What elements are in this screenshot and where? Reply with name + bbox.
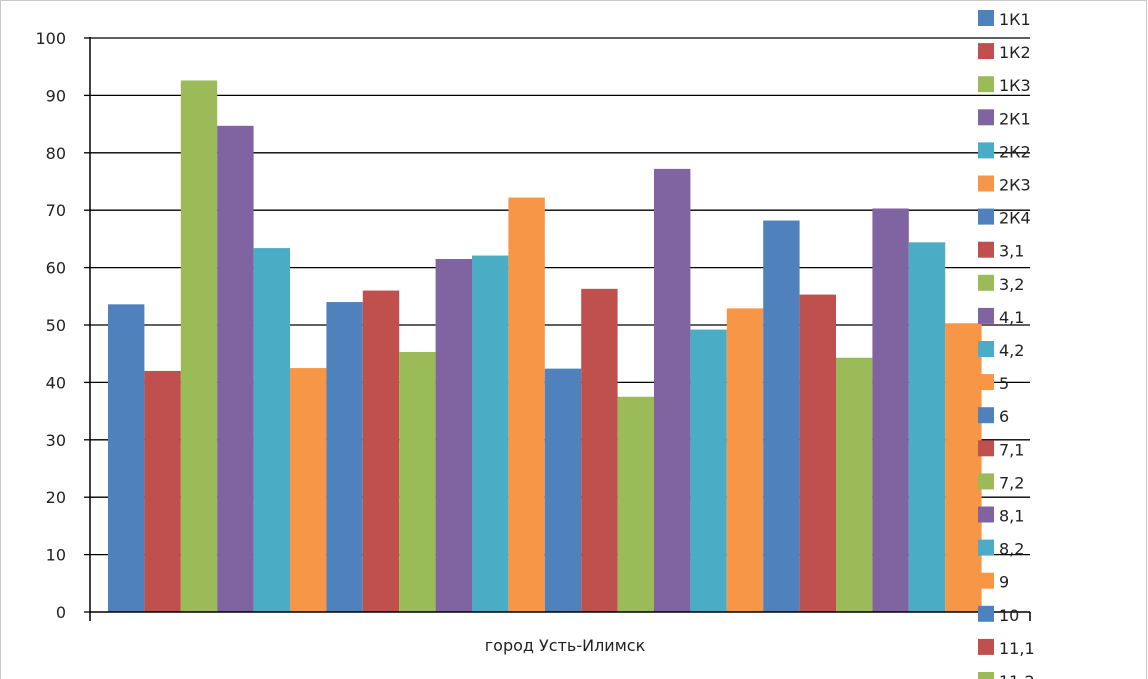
bar	[763, 220, 800, 613]
axes: 0 10 20 30 40 50 60 70 80 90 100 город Усть-Илимск	[35, 29, 1031, 655]
legend-swatch	[978, 473, 994, 490]
bar	[654, 168, 691, 612]
bar	[326, 302, 363, 612]
legend-label: 8,2	[999, 540, 1024, 559]
bar	[144, 370, 181, 612]
legend-swatch	[978, 440, 994, 457]
legend-label: 5	[999, 374, 1009, 393]
legend-label: 1К2	[999, 43, 1031, 62]
legend-swatch	[978, 109, 994, 126]
legend-swatch	[978, 274, 994, 291]
y-tick-label: 90	[46, 86, 66, 105]
legend-swatch	[978, 142, 994, 159]
y-tick-label: 70	[46, 201, 66, 220]
bar	[617, 396, 654, 612]
legend-swatch	[978, 241, 994, 258]
legend-swatch	[978, 10, 994, 26]
legend-label: 2К3	[999, 176, 1031, 195]
bar	[217, 125, 254, 613]
legend-label: 6	[999, 407, 1009, 426]
bar	[472, 255, 509, 612]
bar	[799, 294, 836, 612]
legend-swatch	[978, 307, 994, 324]
bar	[253, 248, 290, 613]
y-tick-label: 20	[46, 488, 66, 507]
bar	[581, 288, 618, 612]
legend-swatch	[978, 208, 994, 225]
legend-label: 4,1	[999, 308, 1024, 327]
bar	[362, 290, 400, 612]
y-tick-label: 10	[46, 546, 66, 565]
y-tick-label: 40	[46, 373, 66, 392]
legend-swatch	[978, 76, 994, 93]
bar	[180, 80, 218, 612]
legend-swatch	[978, 672, 994, 679]
y-tick-label: 50	[46, 316, 66, 335]
legend-swatch	[978, 539, 994, 556]
legend-label: 9	[999, 573, 1009, 592]
legend-label: 10	[999, 606, 1019, 625]
bar	[399, 351, 436, 612]
bar	[290, 368, 327, 612]
legend-label: 2К4	[999, 209, 1031, 228]
legend-label: 3,1	[999, 242, 1024, 261]
y-tick-label: 0	[56, 603, 66, 622]
legend-swatch	[978, 605, 994, 622]
bar	[544, 368, 582, 612]
bar	[872, 208, 909, 612]
legend-label: 11,2	[999, 672, 1035, 679]
legend-swatch	[978, 407, 994, 424]
legend-swatch	[978, 572, 994, 589]
legend: 1К1 1К2 1К3 2К1 2К2 2К3 2К4 3,1 3,2 4,1 4,2 5 6 7,1 7,…	[978, 10, 1035, 679]
bar	[508, 197, 545, 612]
legend-label: 1К1	[999, 10, 1031, 29]
x-category-label: город Усть-Илимск	[485, 636, 646, 655]
bar	[726, 308, 764, 612]
legend-swatch	[978, 175, 994, 192]
legend-label: 8,1	[999, 507, 1024, 526]
legend-label: 7,1	[999, 440, 1024, 459]
legend-swatch	[978, 506, 994, 523]
bar	[908, 242, 946, 612]
bar	[690, 329, 727, 612]
bar	[435, 258, 472, 612]
bar	[836, 357, 873, 612]
legend-label: 2К1	[999, 109, 1031, 128]
legend-label: 7,2	[999, 473, 1024, 492]
legend-label: 11,1	[999, 639, 1035, 658]
legend-label: 2К2	[999, 142, 1031, 161]
y-tick-label: 30	[46, 431, 66, 450]
legend-swatch	[978, 374, 994, 391]
legend-swatch	[978, 341, 994, 357]
bar	[108, 304, 145, 612]
legend-label: 1К3	[999, 76, 1031, 95]
legend-swatch	[978, 43, 994, 60]
bar	[945, 323, 982, 612]
y-tick-label: 80	[46, 144, 66, 163]
bars	[108, 80, 982, 613]
y-tick-label: 100	[35, 29, 66, 48]
legend-label: 3,2	[999, 275, 1024, 294]
legend-label: 4,2	[999, 341, 1024, 360]
legend-swatch	[978, 638, 994, 655]
y-tick-label: 60	[46, 259, 66, 278]
